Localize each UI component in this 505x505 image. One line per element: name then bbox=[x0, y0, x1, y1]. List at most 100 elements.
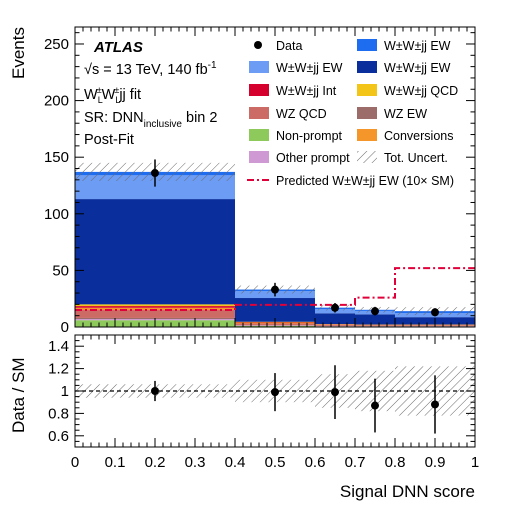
main-plot: 0 50 100 150 200 250 Events bbox=[9, 26, 476, 336]
stack-bar-wzqcd bbox=[315, 324, 355, 326]
legend: Data W±W±jj EW W±W±jj EW W±W±jj EW W±W±jj In… bbox=[247, 39, 458, 188]
legend-swatch bbox=[249, 151, 269, 163]
legend-marker bbox=[254, 41, 262, 49]
legend-swatch bbox=[357, 151, 377, 163]
ratio-y-tick-label: 0.8 bbox=[48, 405, 69, 422]
postfit-label: Post-Fit bbox=[84, 132, 134, 148]
stack-bar-wtwt_ew bbox=[355, 314, 395, 325]
data-points bbox=[151, 159, 439, 317]
legend-swatch bbox=[357, 84, 377, 96]
legend-item-int: W±W±jj Int bbox=[249, 84, 337, 98]
y-tick-label: 200 bbox=[44, 93, 69, 110]
legend-swatch bbox=[357, 61, 377, 73]
ratio-x-ticks: 0 0.1 0.2 0.3 0.4 0.5 0.6 0.7 0.8 0.9 1 bbox=[71, 335, 479, 471]
prediction-line bbox=[75, 267, 475, 312]
legend-item-conv: Conversions bbox=[357, 129, 453, 143]
y-tick-label: 250 bbox=[44, 36, 69, 53]
x-tick-label: 1 bbox=[471, 454, 479, 471]
stack-bar-wzqcd bbox=[355, 325, 395, 326]
stack-bar-wtwl_ew bbox=[75, 175, 235, 200]
legend-swatch bbox=[249, 61, 269, 73]
x-tick-label: 0.6 bbox=[305, 454, 326, 471]
y-axis-title: Events bbox=[9, 27, 28, 79]
legend-swatch bbox=[357, 129, 377, 141]
ratio-point bbox=[331, 388, 339, 397]
legend-item-qcd: W±W±jj QCD bbox=[357, 84, 458, 98]
legend-item-wlwl_ew: W±W±jj EW bbox=[357, 39, 451, 53]
legend-swatch bbox=[357, 107, 377, 119]
legend-label: WZ QCD bbox=[276, 107, 327, 121]
x-tick-label: 0.3 bbox=[185, 454, 206, 471]
legend-item-data: Data bbox=[254, 39, 302, 53]
y-tick-label: 100 bbox=[44, 206, 69, 223]
legend-label: W±W±jj EW bbox=[384, 61, 451, 75]
legend-item-wzqcd: WZ QCD bbox=[249, 107, 327, 121]
x-tick-label: 0.8 bbox=[385, 454, 406, 471]
y-tick-label: 50 bbox=[52, 262, 69, 279]
legend-label: W±W±jj EW bbox=[276, 61, 343, 75]
energy-label: √s = 13 TeV, 140 fb-1 bbox=[84, 60, 217, 78]
region-label: SR: DNNinclusive bin 2 bbox=[84, 110, 217, 130]
stack-bar-qcd bbox=[75, 304, 235, 307]
x-tick-label: 0.7 bbox=[345, 454, 366, 471]
legend-label: Conversions bbox=[384, 129, 453, 143]
y-tick-label: 150 bbox=[44, 149, 69, 166]
stack-bar-wtwt_ew bbox=[75, 199, 235, 305]
data-point bbox=[271, 285, 279, 294]
legend-swatch bbox=[249, 129, 269, 141]
legend-label: W±W±jj QCD bbox=[384, 84, 458, 98]
legend-swatch bbox=[249, 84, 269, 96]
x-tick-label: 0.2 bbox=[145, 454, 166, 471]
atlas-label: ATLAS bbox=[93, 39, 143, 56]
stack-bar-wzqcd bbox=[75, 310, 235, 318]
legend-label: Data bbox=[276, 39, 302, 53]
stack-bar-wtwt_ew bbox=[315, 313, 355, 325]
y-tick-label: 0 bbox=[61, 319, 69, 336]
legend-label: Predicted W±W±jj EW (10× SM) bbox=[276, 174, 454, 188]
ratio-point bbox=[151, 387, 159, 395]
stack-bar-int bbox=[75, 306, 235, 308]
data-point bbox=[371, 307, 379, 316]
legend-swatch bbox=[249, 107, 269, 119]
main-x-ticks bbox=[74, 27, 476, 327]
legend-label: W±W±jj Int bbox=[276, 84, 337, 98]
legend-label: Non-prompt bbox=[276, 129, 343, 143]
legend-item-wtwl_ew: W±W±jj EW bbox=[249, 61, 343, 75]
annotation-block: ATLAS √s = 13 TeV, 140 fb-1 WL±WL±jj fit… bbox=[84, 39, 217, 148]
ratio-plot: 0 0.1 0.2 0.3 0.4 0.5 0.6 0.7 0.8 0.9 1 0.6 0.8 1 1.2 1… bbox=[9, 334, 479, 501]
ratio-y-tick-label: 0.6 bbox=[48, 428, 69, 445]
legend-item-pred: Predicted W±W±jj EW (10× SM) bbox=[247, 174, 454, 188]
legend-label: Other prompt bbox=[276, 151, 350, 165]
x-tick-label: 0.1 bbox=[105, 454, 126, 471]
ratio-point bbox=[371, 401, 379, 410]
legend-item-otherprompt: Other prompt bbox=[249, 151, 350, 165]
ratio-data-points bbox=[151, 365, 439, 434]
data-point bbox=[151, 169, 159, 178]
main-y-ticks: 0 50 100 150 200 250 bbox=[44, 32, 475, 336]
legend-label: W±W±jj EW bbox=[384, 39, 451, 53]
data-point bbox=[431, 308, 439, 317]
legend-label: WZ EW bbox=[384, 107, 427, 121]
ratio-y-axis-title: Data / SM bbox=[9, 357, 28, 433]
fit-label: WL±WL±jj fit bbox=[84, 85, 141, 105]
legend-item-uncert: Tot. Uncert. bbox=[357, 151, 448, 165]
ratio-point bbox=[431, 400, 439, 409]
ratio-y-tick-label: 1.4 bbox=[48, 338, 69, 355]
x-tick-label: 0.9 bbox=[425, 454, 446, 471]
data-point bbox=[331, 303, 339, 312]
x-axis-title: Signal DNN score bbox=[340, 482, 475, 501]
legend-item-wtwt_ew: W±W±jj EW bbox=[357, 61, 451, 75]
legend-swatch bbox=[357, 39, 377, 51]
legend-item-nonprompt: Non-prompt bbox=[249, 129, 343, 143]
ratio-y-tick-label: 1 bbox=[61, 383, 69, 400]
stack-bar-conv bbox=[75, 307, 235, 311]
ratio-y-ticks: 0.6 0.8 1 1.2 1.4 bbox=[48, 334, 475, 448]
x-tick-label: 0.4 bbox=[225, 454, 246, 471]
x-tick-label: 0 bbox=[71, 454, 79, 471]
legend-item-wzew: WZ EW bbox=[357, 107, 427, 121]
ratio-point bbox=[271, 388, 279, 397]
stacked-histogram bbox=[75, 171, 475, 327]
x-tick-label: 0.5 bbox=[265, 454, 286, 471]
legend-label: Tot. Uncert. bbox=[384, 151, 448, 165]
